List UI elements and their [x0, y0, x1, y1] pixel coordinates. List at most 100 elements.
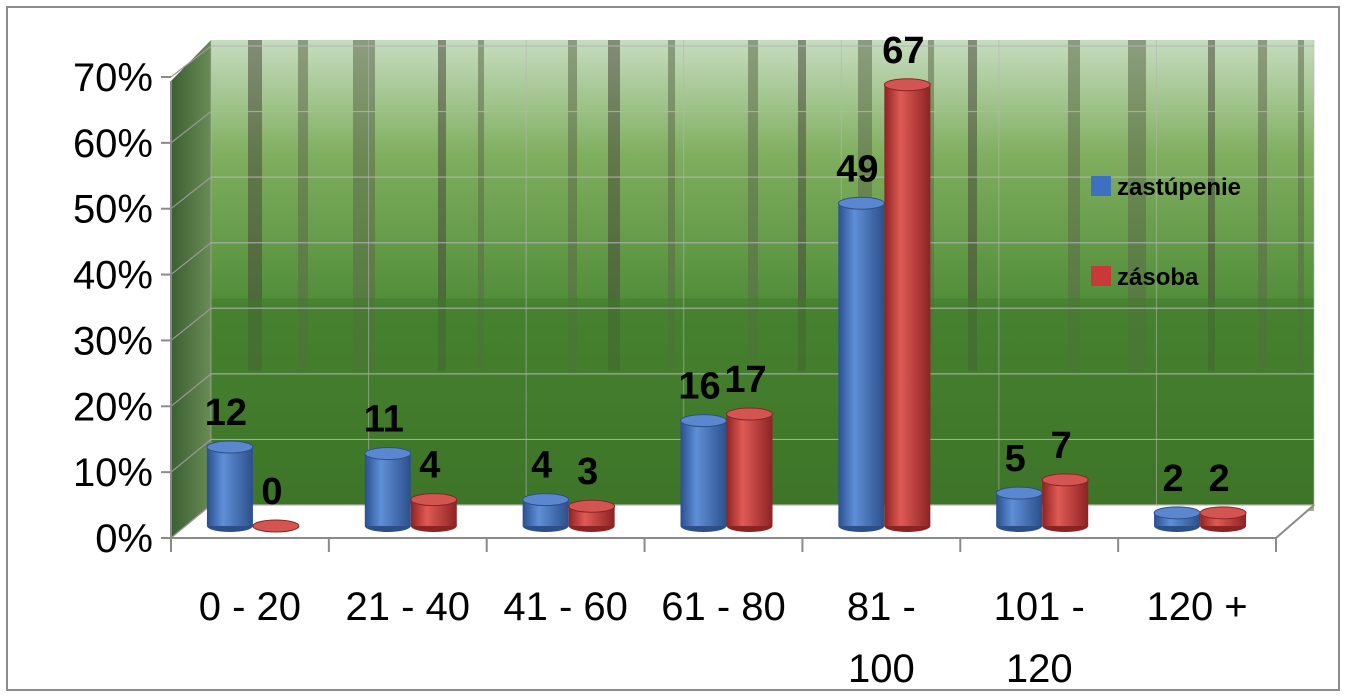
legend-label: zásoba — [1117, 264, 1199, 291]
tree-trunk — [1258, 40, 1267, 371]
data-label: 11 — [364, 399, 404, 441]
tree-trunk — [748, 40, 758, 371]
data-label: 5 — [1005, 438, 1026, 480]
tree-trunk — [1208, 40, 1215, 371]
tree-trunk — [298, 40, 308, 371]
bar-top — [995, 486, 1043, 500]
bar-body — [364, 453, 411, 526]
y-tick-label: 0% — [95, 517, 153, 561]
data-label: 0 — [261, 471, 282, 513]
x-tick-label: 101 - — [994, 585, 1085, 629]
data-label: 67 — [882, 30, 924, 72]
gridline-side — [170, 438, 212, 473]
bar-top — [522, 493, 570, 507]
gridline-side — [170, 45, 212, 78]
bar-top — [206, 440, 254, 454]
data-label: 17 — [724, 359, 766, 401]
data-label: 12 — [205, 392, 247, 434]
x-tick-label: 81 - — [847, 585, 916, 629]
tree-trunk — [968, 40, 977, 371]
data-label: 2 — [1163, 458, 1184, 500]
tree-trunk — [1128, 40, 1146, 371]
gridline-side — [170, 504, 212, 539]
bar-body — [838, 203, 885, 527]
bar-body — [680, 420, 727, 526]
bar-body — [726, 414, 773, 526]
gridline-side — [170, 176, 212, 210]
bar-zastúpenie-5 — [995, 486, 1043, 532]
gridline-side — [170, 111, 212, 144]
bar-zastúpenie-4 — [837, 196, 885, 532]
tree-trunk — [248, 40, 262, 371]
tree-trunk — [1068, 40, 1080, 371]
y-tick-label: 10% — [73, 451, 153, 495]
axes: 0% 10% 20% 30% 40% 50% 60% 70% 0 - 20 21 - 40 41 -… — [73, 56, 1315, 691]
bar-zásoba-6 — [1199, 506, 1247, 532]
legend-label: zastúpenie — [1117, 174, 1241, 201]
bar-top — [1199, 506, 1247, 520]
data-label: 7 — [1051, 425, 1072, 467]
bar-top — [364, 447, 412, 461]
x-axis-depth — [1275, 504, 1315, 539]
data-label: 2 — [1209, 458, 1230, 500]
bar-top — [568, 499, 616, 513]
bar-zásoba-0 — [252, 519, 300, 533]
x-tick-label: 41 - 60 — [503, 585, 628, 629]
bar-zastúpenie-3 — [680, 414, 727, 532]
bar-zásoba-4 — [883, 78, 931, 532]
chart-frame: 0% 10% 20% 30% 40% 50% 60% 70% 0 - 20 21 - 40 41 -… — [6, 6, 1340, 691]
bar-zásoba-3 — [726, 407, 773, 532]
tree-trunk — [353, 40, 375, 371]
tree-trunk — [668, 40, 675, 371]
bar-top — [883, 78, 931, 92]
y-tick-label: 40% — [73, 254, 153, 298]
x-tick-label: 21 - 40 — [346, 585, 471, 629]
data-label: 16 — [678, 366, 720, 408]
bar-zastúpenie-6 — [1153, 506, 1201, 532]
x-tick-label: 100 — [848, 647, 915, 691]
bar-top — [410, 493, 458, 507]
tree-trunk — [1298, 40, 1304, 371]
side-wall — [171, 40, 211, 538]
y-tick-label: 50% — [73, 188, 153, 232]
y-tick-label: 20% — [73, 385, 153, 429]
bars — [206, 78, 1247, 533]
bar-zásoba-2 — [568, 499, 616, 532]
data-label: 4 — [531, 445, 552, 487]
legend-swatch — [1091, 176, 1111, 196]
tree-trunk — [928, 40, 934, 371]
bar-body — [206, 446, 253, 526]
bar-zastúpenie-0 — [206, 440, 254, 532]
tree-trunk — [438, 40, 446, 371]
bar-top — [837, 196, 885, 210]
bar-top — [726, 407, 773, 421]
bar-top — [680, 414, 727, 428]
x-tick-label: 0 - 20 — [199, 585, 301, 629]
bar-top — [252, 519, 300, 533]
x-tick-label: 61 - 80 — [661, 585, 786, 629]
bar-zastúpenie-1 — [364, 447, 412, 532]
bar-top — [1153, 506, 1201, 520]
y-tick-label: 70% — [73, 56, 153, 100]
bar-body — [1042, 479, 1089, 526]
y-tick-label: 60% — [73, 122, 153, 166]
tree-trunk — [798, 40, 806, 371]
bar-chart: 0% 10% 20% 30% 40% 50% 60% 70% 0 - 20 21 - 40 41 -… — [73, 30, 1316, 691]
tree-trunk — [608, 40, 620, 371]
x-tick-label: 120 — [1006, 647, 1073, 691]
x-tick-label: 120 + — [1146, 585, 1247, 629]
bar-zásoba-1 — [410, 493, 458, 532]
legend: zastúpenie zásoba — [1091, 174, 1241, 291]
tree-trunk — [568, 40, 577, 371]
bar-body — [884, 84, 931, 526]
data-label: 4 — [419, 445, 440, 487]
y-tick-label: 30% — [73, 319, 153, 363]
gridline-side — [170, 242, 212, 276]
gridline-side — [170, 373, 212, 407]
bar-zásoba-5 — [1041, 473, 1089, 532]
data-label: 3 — [577, 451, 598, 493]
tree-trunk — [478, 40, 484, 371]
gridline-side — [170, 307, 212, 341]
data-label: 49 — [836, 148, 878, 190]
